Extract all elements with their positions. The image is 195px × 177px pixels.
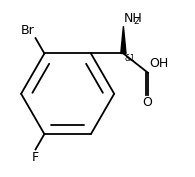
Text: 2: 2 — [133, 16, 139, 25]
Text: F: F — [32, 151, 39, 164]
Text: Br: Br — [21, 24, 35, 37]
Text: O: O — [142, 96, 152, 109]
Text: &1: &1 — [125, 54, 136, 63]
Text: NH: NH — [123, 12, 142, 25]
Text: OH: OH — [150, 57, 169, 70]
Polygon shape — [121, 26, 126, 53]
